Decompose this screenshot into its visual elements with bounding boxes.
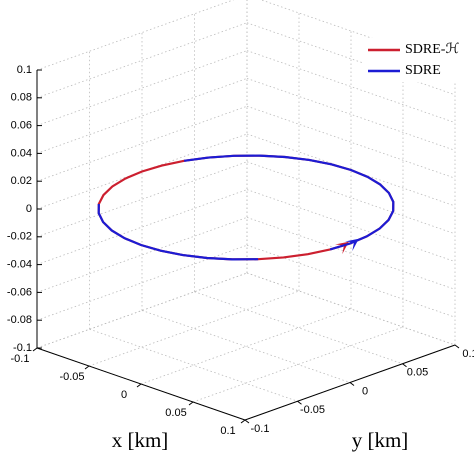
grid-line	[36, 0, 235, 71]
grid-line	[88, 290, 300, 367]
x-tick-label: -0.1	[11, 353, 30, 365]
tick-mark	[454, 344, 460, 349]
arrowhead	[345, 238, 359, 252]
grid-line	[141, 310, 351, 383]
y-tick-label: 0.05	[407, 367, 428, 379]
grid-line	[194, 291, 403, 365]
grid-line	[36, 244, 248, 321]
y-tick-label: -0.1	[251, 423, 270, 435]
x-tick-label: -0.05	[59, 371, 84, 383]
legend-label: SDRE	[405, 63, 441, 78]
z-tick-label: 0.06	[11, 120, 32, 132]
grid-line	[89, 328, 298, 402]
z-tick-label: -0.04	[7, 259, 32, 271]
z-tick-label: 0.1	[17, 64, 32, 76]
tick-mark	[244, 419, 250, 424]
x-tick-label: 0.1	[220, 425, 235, 437]
grid-line	[246, 189, 456, 262]
x-tick-label: 0.05	[165, 407, 186, 419]
series-line	[329, 242, 351, 251]
grid-line	[140, 308, 352, 385]
z-tick-label: -0.1	[13, 342, 32, 354]
x-tick-label: 0	[121, 389, 127, 401]
tick-mark	[32, 347, 38, 352]
tick-mark	[402, 363, 407, 368]
grid-line	[36, 133, 248, 210]
y-tick-label: -0.05	[300, 404, 325, 416]
z-tick-label: -0.08	[7, 314, 32, 326]
z-tick-label: -0.02	[7, 231, 32, 243]
grid-line	[246, 217, 456, 290]
legend-label: SDRE-ℋ	[405, 42, 459, 57]
series-line	[97, 204, 259, 261]
grid-line	[36, 217, 248, 293]
z-tick-label: 0	[26, 203, 32, 215]
x-axis-label: x [km]	[112, 428, 169, 452]
grid-line	[36, 22, 248, 99]
y-axis-label: y [km]	[352, 428, 409, 452]
grid-line	[36, 189, 248, 265]
z-tick-label: 0.02	[11, 175, 32, 187]
z-tick-label: 0.04	[11, 147, 32, 159]
series-line	[184, 154, 395, 245]
grid-line	[246, 22, 456, 96]
tick-mark	[349, 382, 355, 386]
grid-line	[36, 105, 248, 182]
grid-line	[246, 50, 456, 123]
legend-box	[362, 38, 474, 82]
grid-line	[246, 78, 456, 151]
tick-mark	[188, 401, 194, 406]
tick-mark	[240, 419, 246, 424]
z-tick-label: 0.08	[11, 92, 32, 104]
grid-line	[192, 326, 404, 403]
grid-line	[246, 105, 456, 179]
z-tick-label: -0.06	[7, 286, 32, 298]
y-tick-label: 0	[362, 385, 368, 397]
grid-line	[246, 272, 456, 346]
grid-line	[36, 161, 248, 238]
grid-line	[246, 161, 456, 235]
grid-line	[36, 50, 248, 126]
tick-mark	[297, 400, 302, 405]
y-tick-label: 0.1	[462, 348, 474, 360]
grid-line	[36, 272, 248, 349]
grid-line	[246, 133, 456, 207]
tick-mark	[136, 383, 142, 388]
grid-line	[260, 0, 456, 68]
grid-line	[36, 78, 248, 154]
tick-mark	[84, 365, 90, 370]
